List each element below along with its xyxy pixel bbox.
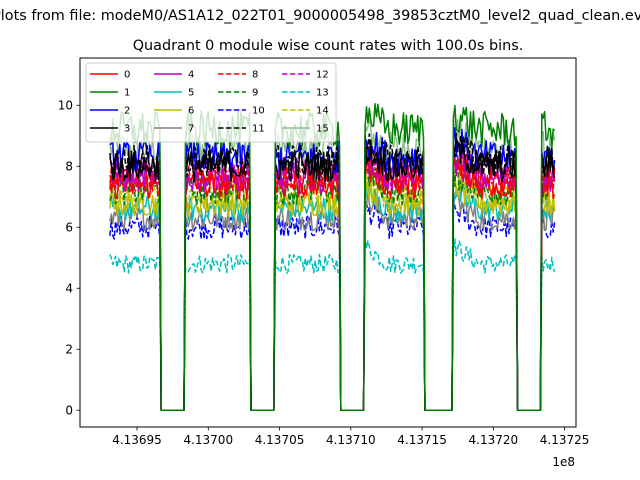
chart-suptitle: Plots from file: modeM0/AS1A12_022T01_90…	[0, 8, 640, 24]
x-tick-label: 4.13720	[469, 433, 519, 447]
legend-box	[85, 62, 337, 143]
x-tick-label: 4.13715	[397, 433, 447, 447]
series-10-line	[109, 196, 556, 411]
legend-label: 0	[124, 70, 130, 81]
plot-lines	[109, 103, 556, 411]
x-tick-label: 4.13710	[326, 433, 376, 447]
y-tick-label: 2	[65, 343, 73, 357]
legend-label: 3	[124, 124, 130, 135]
x-tick-label: 4.13695	[112, 433, 162, 447]
legend-label: 6	[188, 106, 194, 117]
y-tick-label: 8	[65, 160, 73, 174]
legend-label: 10	[252, 106, 265, 117]
legend-label: 8	[252, 70, 258, 81]
x-offset-label: 1e8	[552, 455, 575, 469]
series-5-line	[109, 181, 555, 411]
legend-label: 13	[316, 88, 329, 99]
series-13-line	[109, 238, 556, 411]
y-tick-label: 10	[58, 99, 73, 113]
y-tick-label: 4	[65, 282, 73, 296]
legend-label: 14	[316, 106, 329, 117]
legend-label: 15	[316, 124, 329, 135]
legend-label: 12	[316, 70, 329, 81]
x-tick-label: 4.13725	[540, 433, 590, 447]
x-axis: 4.13695 4.13700 4.13705 4.13710 4.13715 4.137…	[112, 427, 589, 447]
y-axis: 0 2 4 6 8 10	[58, 99, 80, 418]
series-0-line	[109, 157, 556, 411]
legend-label: 2	[124, 106, 130, 117]
legend-label: 9	[252, 88, 258, 99]
legend-label: 11	[252, 124, 265, 135]
x-tick-label: 4.13700	[183, 433, 233, 447]
legend-label: 7	[188, 124, 194, 135]
y-tick-label: 0	[65, 404, 73, 418]
x-tick-label: 4.13705	[255, 433, 305, 447]
y-tick-label: 6	[65, 221, 73, 235]
legend-label: 4	[188, 70, 194, 81]
axes-frame	[79, 57, 577, 428]
legend-label: 1	[124, 88, 130, 99]
chart-title: Quadrant 0 module wise count rates with …	[133, 38, 524, 54]
legend-label: 5	[188, 88, 194, 99]
